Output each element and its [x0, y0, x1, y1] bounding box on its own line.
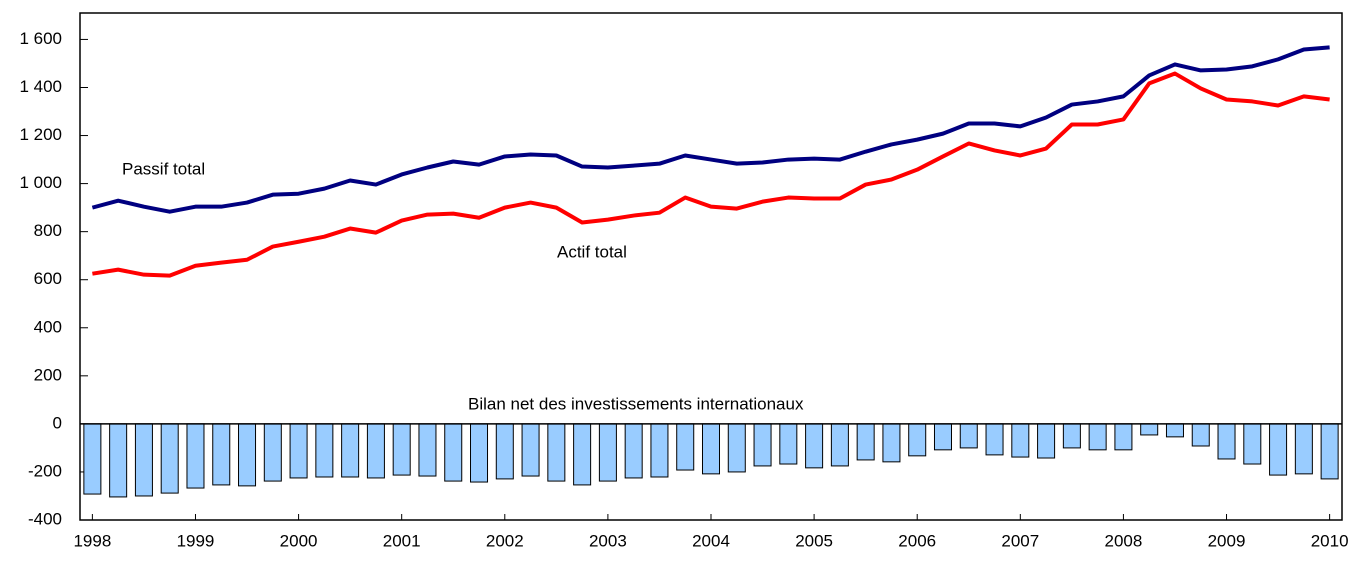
x-tick-label: 2000	[280, 531, 318, 550]
bar	[1062, 423, 1081, 449]
bar	[830, 423, 849, 467]
bar	[366, 423, 385, 479]
y-tick-label: 1 400	[19, 77, 62, 96]
bar	[1217, 423, 1236, 460]
series-label: Passif total	[122, 159, 205, 178]
bar	[521, 423, 540, 477]
y-tick-label: 0	[53, 413, 62, 432]
bar	[598, 423, 617, 482]
bar	[1011, 423, 1030, 458]
y-tick-label: 200	[34, 365, 62, 384]
bar	[109, 423, 128, 498]
y-tick-label: 800	[34, 221, 62, 240]
x-tick-label: 2007	[1001, 531, 1039, 550]
bar	[1114, 423, 1133, 451]
bar	[160, 423, 179, 494]
bar	[1320, 423, 1339, 480]
bar	[289, 423, 308, 479]
bar	[392, 423, 411, 476]
bar	[186, 423, 205, 489]
bar	[495, 423, 514, 480]
y-tick-label: 400	[34, 317, 62, 336]
y-tick-label: 1 000	[19, 173, 62, 192]
bar	[650, 423, 669, 478]
bar	[676, 423, 695, 471]
bar	[1165, 423, 1184, 438]
bar	[134, 423, 153, 497]
line	[92, 71, 1330, 278]
bar	[1269, 423, 1288, 476]
bar	[1088, 423, 1107, 451]
bar	[573, 423, 592, 486]
y-tick-label: 1 200	[19, 125, 62, 144]
bar	[1191, 423, 1210, 447]
bar	[805, 423, 824, 469]
bar	[212, 423, 231, 486]
bar	[1037, 423, 1056, 459]
bar	[959, 423, 978, 449]
y-tick-label: -400	[28, 509, 62, 528]
series-label: Bilan net des investissements internatio…	[468, 394, 804, 413]
bar	[238, 423, 257, 487]
bar	[418, 423, 437, 477]
x-tick-label: 2004	[692, 531, 730, 550]
x-tick-label: 2008	[1105, 531, 1143, 550]
x-tick-label: 2003	[589, 531, 627, 550]
bar	[341, 423, 360, 478]
bar	[908, 423, 927, 457]
x-tick-label: 1998	[73, 531, 111, 550]
bar	[753, 423, 772, 467]
bar	[701, 423, 721, 475]
bar	[624, 423, 643, 479]
bar	[882, 423, 901, 463]
bar	[83, 423, 102, 495]
x-tick-label: 2010	[1311, 531, 1349, 550]
bar	[1243, 423, 1262, 465]
y-tick-label: 600	[34, 269, 62, 288]
y-tick-label: 1 600	[19, 29, 62, 48]
y-tick-label: -200	[28, 461, 62, 480]
line	[91, 45, 1330, 214]
bar	[1140, 423, 1159, 436]
bar	[444, 423, 463, 482]
bar	[263, 423, 282, 482]
bar	[779, 423, 798, 465]
x-tick-label: 2001	[383, 531, 421, 550]
bar	[856, 423, 875, 461]
bar	[985, 423, 1004, 456]
x-tick-label: 2006	[898, 531, 936, 550]
x-tick-label: 2005	[795, 531, 833, 550]
x-tick-label: 2002	[486, 531, 524, 550]
bar	[315, 423, 334, 478]
bar	[470, 423, 489, 483]
series-label: Actif total	[557, 242, 627, 261]
bar	[1294, 423, 1313, 475]
bar	[547, 423, 566, 482]
x-tick-label: 2009	[1208, 531, 1246, 550]
bar	[933, 423, 952, 451]
bar	[727, 423, 746, 473]
x-tick-label: 1999	[177, 531, 215, 550]
